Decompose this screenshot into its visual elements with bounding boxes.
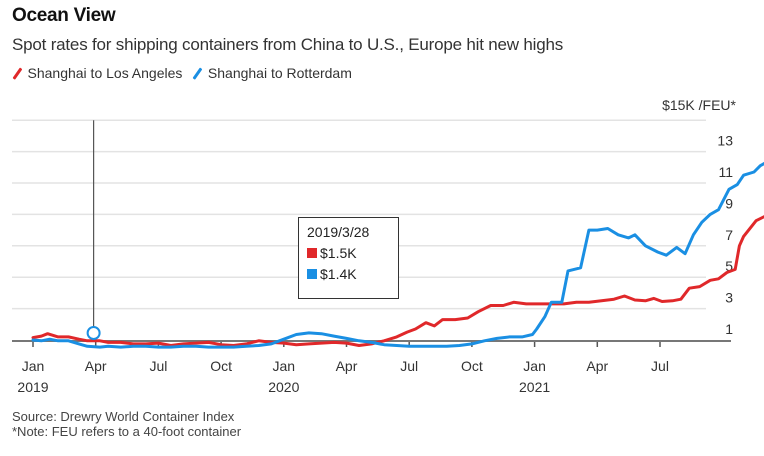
hover-marker: [86, 326, 101, 340]
x-tick-label: Jan: [523, 358, 546, 374]
tooltip-row-rotterdam: $1.4K: [307, 266, 390, 282]
y-tick-label: 1: [725, 321, 733, 337]
series-line-los-angeles[interactable]: [31, 197, 764, 347]
x-tick-label: Jul: [651, 358, 669, 374]
x-tick-label: Jul: [400, 358, 418, 374]
x-tick-year-label: 2020: [268, 379, 299, 395]
x-tick-label: Oct: [210, 358, 232, 374]
hover-tooltip: 2019/3/28 $1.5K $1.4K: [298, 217, 399, 299]
x-tick-label: Oct: [461, 358, 483, 374]
y-tick-label: 3: [725, 290, 733, 306]
legend-item-los-angeles[interactable]: Shanghai to Los Angeles: [12, 65, 182, 81]
y-tick-label: 13: [717, 133, 733, 149]
chart-title: Ocean View: [12, 5, 116, 26]
y-tick-label: 9: [725, 195, 733, 211]
x-tick-label: Apr: [85, 358, 107, 374]
series-line-rotterdam[interactable]: [31, 156, 764, 349]
tooltip-value: $1.5K: [320, 245, 357, 261]
legend-label: Shanghai to Rotterdam: [207, 65, 352, 81]
x-tick-label: Apr: [336, 358, 358, 374]
x-tick-label: Jan: [273, 358, 296, 374]
legend-label: Shanghai to Los Angeles: [27, 65, 183, 81]
feu-note: *Note: FEU refers to a 40-foot container: [12, 424, 242, 439]
x-tick-year-label: 2019: [17, 379, 48, 395]
legend-item-rotterdam[interactable]: Shanghai to Rotterdam: [192, 65, 352, 81]
x-tick-year-label: 2021: [519, 379, 550, 395]
legend: Shanghai to Los Angeles Shanghai to Rott…: [12, 65, 352, 81]
x-tick-label: Jan: [22, 358, 45, 374]
tooltip-swatch-red: [307, 248, 317, 258]
footer: Source: Drewry World Container Index *No…: [12, 409, 241, 439]
tooltip-date: 2019/3/28: [307, 224, 370, 240]
source-note: Source: Drewry World Container Index: [12, 409, 235, 424]
tooltip-swatch-blue: [307, 269, 317, 279]
chart-subtitle: Spot rates for shipping containers from …: [12, 35, 564, 54]
tooltip-row-los-angeles: $1.5K: [307, 245, 390, 261]
y-tick-label: 7: [725, 227, 733, 243]
y-tick-label: 11: [718, 164, 733, 180]
y-axis-unit-label: $15K /FEU*: [662, 97, 736, 113]
x-tick-label: Jul: [149, 358, 167, 374]
tooltip-value: $1.4K: [320, 266, 357, 282]
y-tick-label: 5: [725, 258, 733, 274]
x-tick-label: Apr: [586, 358, 608, 374]
